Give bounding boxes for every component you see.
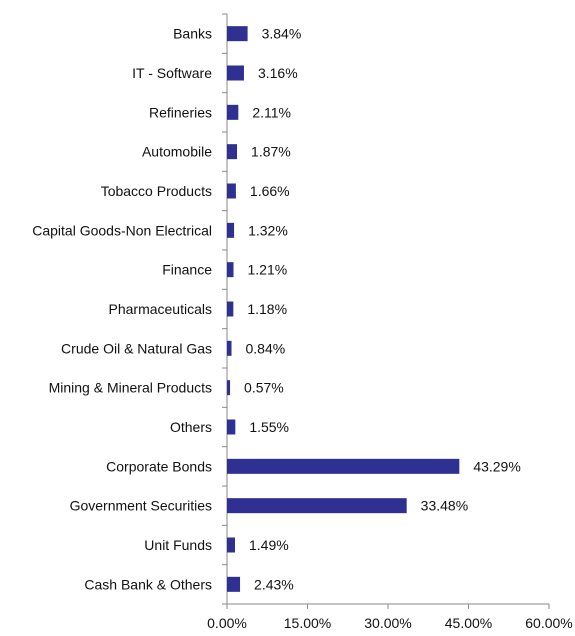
value-label: 0.57%: [244, 380, 284, 396]
category-label: Refineries: [149, 104, 212, 120]
category-label: Mining & Mineral Products: [49, 380, 212, 396]
value-label: 33.48%: [421, 498, 468, 514]
category-label: Banks: [173, 26, 212, 42]
value-label: 3.16%: [258, 65, 298, 81]
bar: [227, 576, 241, 592]
bar: [227, 222, 235, 238]
value-label: 1.55%: [249, 419, 289, 435]
category-label: IT - Software: [132, 65, 212, 81]
category-label: Pharmaceuticals: [109, 301, 213, 317]
bar: [227, 183, 236, 199]
value-label: 1.21%: [247, 262, 287, 278]
category-label: Unit Funds: [144, 537, 212, 553]
category-label: Corporate Bonds: [106, 458, 212, 474]
x-tick-label: 45.00%: [445, 615, 492, 631]
value-label: 1.32%: [248, 222, 288, 238]
category-label: Cash Bank & Others: [84, 576, 212, 592]
x-tick-label: 15.00%: [284, 615, 331, 631]
bar: [227, 262, 234, 278]
bar: [227, 380, 231, 396]
category-label: Automobile: [142, 144, 212, 160]
bar: [227, 498, 407, 514]
bar: [227, 104, 239, 120]
value-label: 2.43%: [254, 576, 294, 592]
bar: [227, 144, 238, 160]
category-label: Capital Goods-Non Electrical: [32, 222, 212, 238]
value-label: 0.84%: [246, 340, 286, 356]
value-label: 2.11%: [252, 104, 291, 120]
category-label: Finance: [162, 262, 212, 278]
bar: [227, 26, 248, 42]
category-label: Government Securities: [70, 498, 212, 514]
x-tick-label: 0.00%: [207, 615, 247, 631]
value-label: 3.84%: [262, 26, 302, 42]
value-label: 1.66%: [250, 183, 290, 199]
x-tick-label: 30.00%: [364, 615, 411, 631]
category-label: Tobacco Products: [101, 183, 212, 199]
category-label: Others: [170, 419, 212, 435]
bar: [227, 537, 235, 553]
x-tick-label: 60.00%: [525, 615, 572, 631]
value-label: 1.49%: [249, 537, 289, 553]
bar: [227, 65, 244, 81]
category-label: Crude Oil & Natural Gas: [61, 340, 212, 356]
value-label: 1.18%: [247, 301, 287, 317]
bar: [227, 458, 460, 474]
value-label: 43.29%: [473, 458, 520, 474]
bar: [227, 340, 232, 356]
bar: [227, 419, 236, 435]
bar: [227, 301, 234, 317]
value-label: 1.87%: [251, 144, 291, 160]
